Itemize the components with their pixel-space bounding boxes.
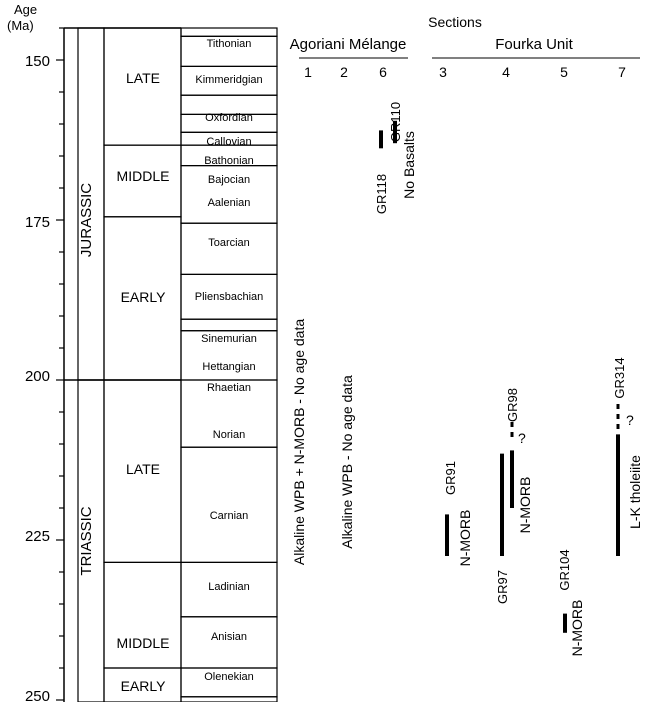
section-number-4: 4: [502, 64, 510, 80]
stage-label-bajocian: Bajocian: [208, 174, 250, 186]
sample-label-gr91: GR91: [443, 461, 458, 495]
sample-label-gr118: GR118: [374, 174, 389, 214]
stage-label-bathonian: Bathonian: [204, 155, 254, 167]
group-title-fourka: Fourka Unit: [495, 36, 573, 53]
stage-label-rhaetian: Rhaetian: [207, 382, 251, 394]
section-number-7: 7: [618, 64, 626, 80]
epoch-label-jurassic-late: LATE: [126, 70, 160, 86]
epoch-label-triassic-early: EARLY: [121, 678, 167, 694]
stage-label-oxfordian: Oxfordian: [205, 112, 253, 124]
tick-label-175: 175: [25, 214, 50, 231]
tick-label-200: 200: [25, 368, 50, 385]
type-label-gr91: N-MORB: [457, 510, 473, 567]
epoch-column: [103, 27, 182, 702]
type-label-gr98: N-MORB: [517, 477, 533, 534]
stage-labels: Tithonian Kimmeridgian Oxfordian Callovi…: [195, 38, 264, 683]
sections-title: Sections: [428, 14, 482, 30]
stage-cell-tithonian-0: [180, 27, 278, 37]
section-numbers: 1 2 6 3 4 5 7: [304, 64, 626, 80]
period-label-jurassic: JURASSIC: [78, 183, 95, 257]
stage-label-norian: Norian: [213, 429, 245, 441]
stage-label-toarcian: Toarcian: [208, 237, 250, 249]
stage-label-anisian: Anisian: [211, 631, 247, 643]
stage-label-tithonian: Tithonian: [207, 38, 252, 50]
note-section-2: Alkaline WPB - No age data: [339, 375, 355, 549]
stage-cell-carnian-13: [180, 446, 278, 564]
age-axis-labels: 150 175 200 225 250: [25, 53, 50, 702]
stage-label-callovian: Callovian: [206, 136, 251, 148]
period-label-triassic: TRIASSIC: [78, 506, 95, 575]
epoch-label-triassic-late: LATE: [126, 461, 160, 477]
epoch-label-jurassic-early: EARLY: [121, 289, 167, 305]
stage-label-ladinian: Ladinian: [208, 581, 250, 593]
type-label-gr314: L-K tholeiite: [627, 455, 643, 529]
stage-label-aalenian: Aalenian: [208, 197, 251, 209]
sample-label-gr97: GR97: [495, 570, 510, 604]
epoch-label-triassic-middle: MIDDLE: [117, 635, 170, 651]
section-number-6: 6: [379, 64, 387, 80]
stage-cell-hettangian-10: [180, 318, 278, 332]
sample-label-gr98: GR98: [505, 388, 520, 422]
note-section-1: Alkaline WPB + N-MORB - No age data: [291, 319, 307, 565]
section-number-5: 5: [560, 64, 568, 80]
tick-label-225: 225: [25, 528, 50, 545]
section-number-2: 2: [340, 64, 348, 80]
epoch-cell-middle-4: [103, 561, 182, 669]
stage-label-hettangian: Hettangian: [202, 361, 255, 373]
geologic-time-scale: [64, 27, 278, 702]
stage-label-kimmeridgian: Kimmeridgian: [195, 74, 262, 86]
stage-cell-unnamed-17: [180, 696, 278, 702]
age-axis-ticks: [56, 27, 64, 701]
sample-range-bars: [379, 120, 620, 633]
section-number-3: 3: [439, 64, 447, 80]
stage-label-pliensbachian: Pliensbachian: [195, 291, 264, 303]
stage-label-olenekian: Olenekian: [204, 671, 254, 683]
axis-title-ma: (Ma): [7, 18, 34, 33]
stage-label-carnian: Carnian: [210, 510, 249, 522]
tick-label-250: 250: [25, 688, 50, 702]
stage-label-sinemurian: Sinemurian: [201, 333, 257, 345]
sample-label-gr110: GR110: [388, 102, 403, 142]
section-number-1: 1: [304, 64, 312, 80]
epoch-label-jurassic-middle: MIDDLE: [117, 168, 170, 184]
axis-title-age: Age: [14, 2, 37, 17]
group-title-agoriani: Agoriani Mélange: [290, 36, 407, 53]
period-column: [64, 27, 181, 702]
tick-label-150: 150: [25, 53, 50, 70]
note-no-basalts: No Basalts: [401, 131, 417, 199]
sample-label-gr104: GR104: [557, 549, 572, 590]
type-label-gr104: N-MORB: [569, 600, 585, 657]
stage-column: [180, 27, 278, 702]
period-labels: JURASSIC TRIASSIC: [78, 183, 95, 576]
epoch-cell-late-0: [103, 27, 182, 146]
gr98-question-mark: ?: [518, 430, 526, 446]
epoch-labels: LATE MIDDLE EARLY LATE MIDDLE EARLY: [117, 70, 170, 694]
gr314-question-mark: ?: [626, 412, 634, 428]
sample-label-gr314: GR314: [612, 357, 627, 398]
